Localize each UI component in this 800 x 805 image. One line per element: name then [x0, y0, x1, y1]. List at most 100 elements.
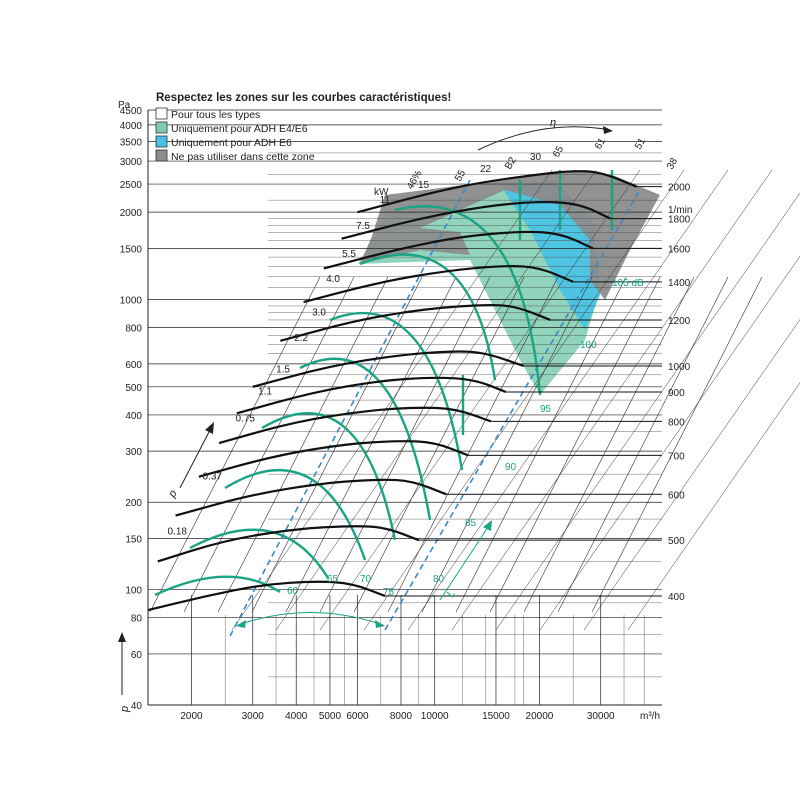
- efficiency-label: 65: [551, 144, 566, 160]
- top-label: 30: [530, 152, 542, 163]
- speed-tick-label: 500: [668, 536, 685, 547]
- chart-title: Respectez les zones sur les courbes cara…: [156, 92, 451, 104]
- legend-swatch-green: [155, 121, 168, 134]
- efficiency-label: 51: [633, 136, 648, 152]
- power-label: 2.2: [294, 333, 308, 344]
- efficiency-arrow: η: [477, 117, 613, 151]
- legend-entry-all-types: Pour tous les types: [155, 107, 260, 121]
- speed-curve: [323, 230, 594, 270]
- y-tick-label: 400: [125, 411, 142, 422]
- y-tick-label: 1500: [120, 244, 143, 255]
- y-tick-label: 300: [125, 447, 142, 458]
- noise-label: 85: [465, 518, 477, 529]
- y-tick-label: 1000: [120, 295, 143, 306]
- noise-label: 100: [580, 340, 597, 351]
- x-tick-label: 30000: [587, 711, 615, 722]
- y-tick-label: 3500: [120, 138, 143, 149]
- noise-label: 70: [360, 574, 372, 585]
- power-label: 1.1: [258, 387, 272, 398]
- power-label: 5.5: [342, 249, 356, 260]
- legend-entry-e4-e6: Uniquement pour ADH E4/E6: [155, 121, 308, 135]
- speed-tick-label: 1000: [668, 362, 691, 373]
- noise-symbol: L: [444, 588, 457, 600]
- legend: Pour tous les types Uniquement pour ADH …: [155, 107, 315, 163]
- y-tick-label: 40: [131, 701, 143, 712]
- diagonal-gridline: [275, 169, 597, 631]
- y-tick-label: 500: [125, 383, 142, 394]
- diagonal-gridline: [557, 276, 729, 613]
- y-tick-label: 100: [125, 586, 142, 597]
- diagonal-gridline: [455, 276, 627, 613]
- legend-swatch-blue: [155, 135, 168, 148]
- x-tick-label: 15000: [482, 711, 510, 722]
- diagonal-gridline: [285, 276, 457, 613]
- y-axis-unit: Pa: [118, 100, 131, 111]
- top-label: 15: [418, 180, 430, 191]
- speed-tick-label: 1400: [668, 278, 691, 289]
- noise-label: 95: [540, 404, 552, 415]
- power-unit: kW: [374, 187, 389, 198]
- power-label: 4.0: [326, 274, 340, 285]
- x-tick-label: 5000: [319, 711, 342, 722]
- speed-tick-label: 600: [668, 490, 685, 501]
- x-tick-label: 20000: [526, 711, 554, 722]
- speed-tick-label: 2000: [668, 183, 691, 194]
- diagonal-gridline: [591, 276, 763, 613]
- speed-tick-label: 800: [668, 417, 685, 428]
- speed-curve: [157, 525, 420, 563]
- y-tick-label: 2000: [120, 208, 143, 219]
- legend-label: Uniquement pour ADH E6: [171, 137, 292, 149]
- pressure-arrow: p: [118, 632, 131, 713]
- noise-curve: [261, 412, 397, 541]
- y-tick-label: 2500: [120, 180, 143, 191]
- noise-curve: [224, 469, 367, 561]
- power-label: 7.5: [356, 221, 370, 232]
- normal-zone-annotation: [236, 612, 385, 628]
- power-label: 0.75: [236, 413, 256, 424]
- x-axis-unit: m³/h: [640, 711, 660, 722]
- speed-tick-label: 1800: [668, 215, 691, 226]
- pressure-symbol: p: [119, 706, 131, 713]
- speed-curve: [341, 200, 611, 240]
- y-tick-label: 800: [125, 324, 142, 335]
- power-label: 0.37: [203, 471, 223, 482]
- speed-curve: [280, 304, 551, 342]
- diagonal-gridline: [387, 276, 559, 613]
- noise-curve: [189, 528, 330, 579]
- diagonal-gridline: [583, 319, 800, 631]
- legend-swatch-grey: [155, 149, 168, 162]
- diagonal-gridline: [495, 192, 800, 631]
- efficiency-label: 61: [593, 136, 608, 152]
- x-tick-label: 10000: [421, 711, 449, 722]
- speed-tick-label: 1200: [668, 316, 691, 327]
- diagonal-gridline: [149, 276, 321, 613]
- zone-do-not-use: [372, 170, 660, 300]
- top-label: 22: [480, 164, 492, 175]
- noise-label: 60: [287, 586, 299, 597]
- speed-curve: [357, 170, 637, 214]
- noise-label: 105 dB: [612, 278, 644, 289]
- x-tick-label: 2000: [180, 711, 203, 722]
- noise-label: 80: [433, 574, 445, 585]
- efficiency-symbol: η: [550, 117, 556, 129]
- speed-curve: [252, 350, 524, 388]
- y-tick-label: 4000: [120, 121, 143, 132]
- diagonal-gridline: [421, 276, 593, 613]
- efficiency-label: B2: [503, 155, 519, 171]
- y-tick-label: 3000: [120, 157, 143, 168]
- system-line-dashed: [384, 189, 641, 631]
- speed-tick-label: 700: [668, 451, 685, 462]
- legend-entry-do-not-use: Ne pas utiliser dans cette zone: [155, 149, 315, 163]
- speed-tick-label: 400: [668, 592, 685, 603]
- noise-curve: [394, 205, 542, 396]
- legend-entry-e6: Uniquement pour ADH E6: [155, 135, 292, 149]
- speed-tick-label: 1600: [668, 244, 691, 255]
- noise-label: 65: [327, 574, 339, 585]
- diagonal-gridline: [627, 382, 800, 631]
- speed-tick-label: 900: [668, 388, 685, 399]
- efficiency-label: 38: [665, 156, 680, 172]
- noise-arrow: L: [439, 520, 492, 601]
- speed-curve: [198, 440, 469, 478]
- diagonal-gridline: [251, 276, 423, 613]
